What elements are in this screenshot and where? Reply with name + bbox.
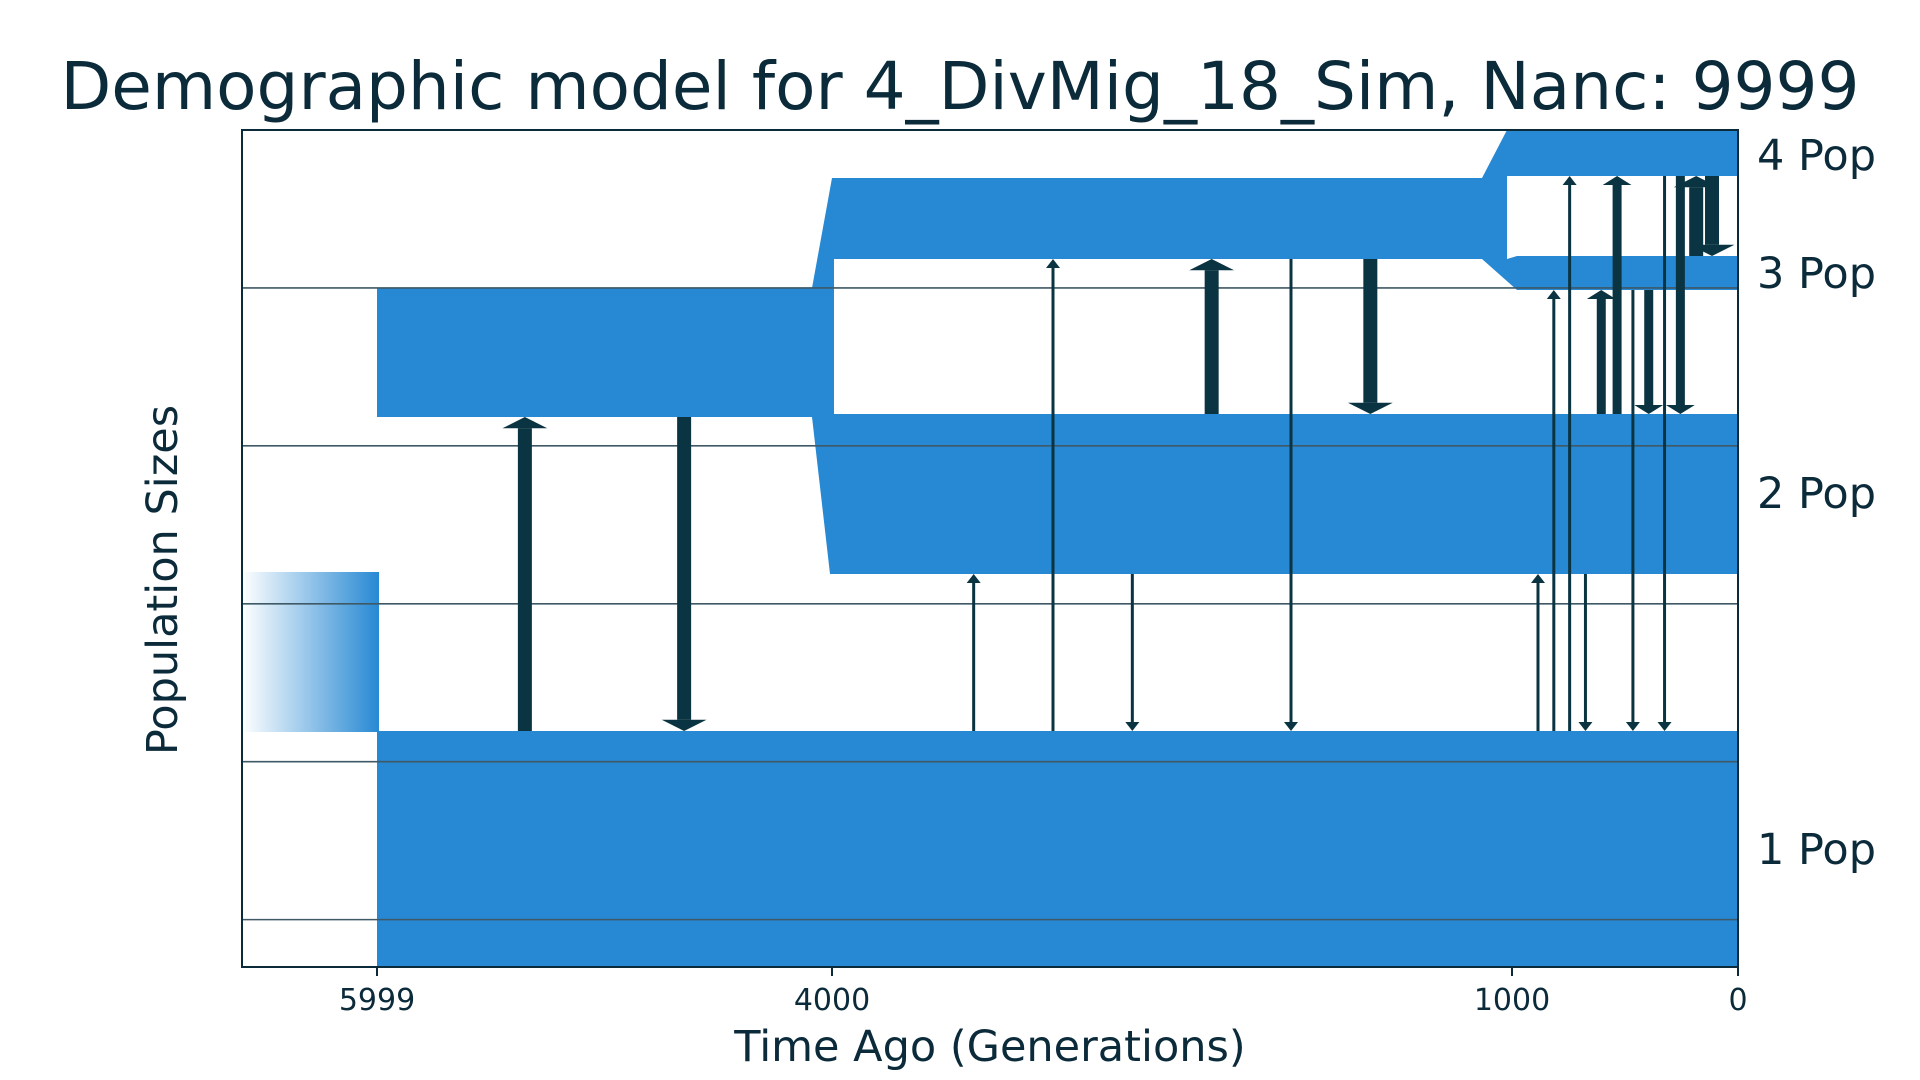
migration-arrow-head [1578,722,1593,731]
migration-arrow [1602,176,1632,414]
migration-arrow-head [1665,405,1695,414]
migration-arrow-head [1634,405,1664,414]
x-tick-label: 5999 [339,983,415,1018]
migration-arrow-shaft [1552,299,1556,731]
migration-arrow [1689,176,1735,256]
migration-arrow [1665,176,1695,414]
migration-arrow-shaft [1689,187,1704,256]
migration-arrow-head [1602,176,1632,185]
migration-arrow-head [1546,290,1561,299]
migration-arrow-shaft [1130,574,1134,722]
population-band [1482,130,1738,178]
migration-arrow [1284,259,1298,731]
population-band [1482,256,1738,290]
population-band [832,414,1738,574]
migration-arrow-shaft [677,417,692,720]
migration-arrow [1634,290,1664,414]
migration-arrow-head [1657,722,1672,731]
migration-arrow-head [1046,259,1060,268]
migration-arrow [1546,290,1561,731]
population-label: 1 Pop [1757,825,1876,875]
migration-arrow [1046,259,1060,731]
migration-arrow-shaft [1363,259,1378,403]
population-band [1482,178,1507,259]
chart-title: Demographic model for 4_DivMig_18_Sim, N… [60,48,1860,125]
migration-arrow [1578,574,1593,731]
migration-arrow-head [1189,259,1235,271]
migration-arrow-shaft [1536,583,1540,731]
migration-arrow-shaft [1631,290,1635,722]
migration-arrow [966,574,981,731]
migration-arrow [1657,176,1672,731]
migration-arrow-shaft [1051,268,1055,731]
migration-arrow-shaft [1663,176,1667,722]
migration-arrow-shaft [1204,270,1219,414]
migration-arrow [1125,574,1140,731]
migration-arrow [1625,290,1640,731]
population-band [377,178,834,574]
migration-arrow-shaft [1568,185,1572,731]
migration-arrow-head [1562,176,1577,185]
migration-arrow [1562,176,1577,731]
population-label: 4 Pop [1757,131,1876,181]
migration-arrow-head [966,574,981,583]
population-label: 3 Pop [1757,249,1876,299]
migration-arrow-shaft [1612,185,1622,414]
migration-arrow-shaft [1675,176,1685,405]
migration-arrow-shaft [1644,290,1654,405]
plot-frame [241,129,1739,968]
migration-arrow-shaft [1289,259,1293,722]
migration-arrow [1189,259,1235,414]
migration-arrow [661,417,707,731]
migration-arrow-head [1530,574,1545,583]
migration-arrow-shaft [517,428,532,731]
migration-arrow-shaft [1705,176,1720,245]
migration-arrow [1586,290,1616,414]
migration-arrow-head [1284,722,1298,731]
x-axis-label: Time Ago (Generations) [734,1022,1246,1072]
migration-arrow [502,417,548,731]
population-band [832,178,1482,259]
migration-arrow-head [661,719,707,731]
x-tick-label: 4000 [794,983,870,1018]
migration-arrow [1347,259,1393,414]
population-label: 2 Pop [1757,469,1876,519]
migration-arrow-head [1689,244,1735,256]
migration-arrow-shaft [1596,299,1606,414]
migration-arrow-head [502,417,548,429]
population-band [377,731,1738,967]
migration-arrow-head [1347,402,1393,414]
x-tick-label: 1000 [1474,983,1550,1018]
migration-arrow-head [1125,722,1140,731]
migration-arrow-shaft [972,583,976,731]
migration-arrow-shaft [1583,574,1587,722]
migration-arrow-head [1625,722,1640,731]
x-tick-label: 0 [1728,983,1747,1018]
ancestral-population-band [242,572,379,732]
migration-arrow [1530,574,1545,731]
migration-arrow-head [1586,290,1616,299]
